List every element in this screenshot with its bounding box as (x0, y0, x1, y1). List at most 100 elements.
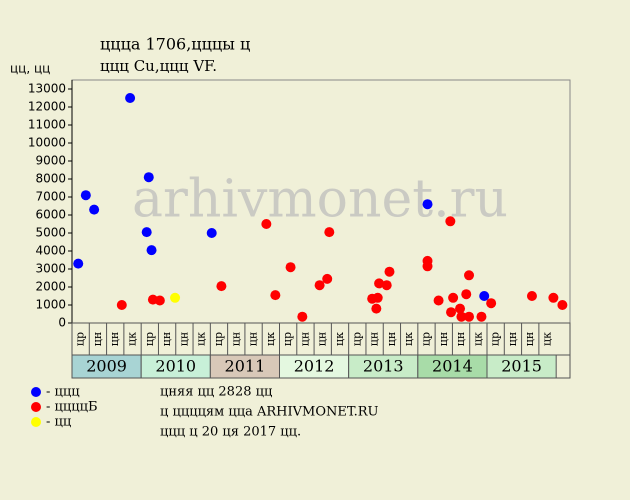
point (464, 270, 475, 281)
point (73, 258, 84, 269)
y-tick-label: 7000 (35, 190, 66, 204)
point (89, 204, 100, 215)
quarter-label: цр (143, 332, 156, 346)
point (445, 216, 456, 227)
y-tick-label: 12000 (28, 100, 66, 114)
quarter-label: цн (454, 332, 467, 346)
quarter-label: цн (247, 332, 260, 346)
point (116, 300, 127, 310)
y-tick-label: 0 (58, 316, 66, 330)
point (324, 227, 335, 238)
y-tick-label: 6000 (35, 208, 66, 222)
note: цняя цц 2828 цц (160, 385, 272, 400)
point (261, 219, 272, 229)
point (381, 280, 392, 291)
y-tick-label: 8000 (35, 172, 66, 186)
point (270, 290, 281, 301)
point (455, 303, 466, 314)
quarter-label: цн (437, 332, 450, 346)
y-tick-label: 4000 (35, 244, 66, 258)
point (476, 311, 487, 322)
point (446, 307, 457, 318)
point (372, 292, 383, 303)
quarter-label: цк (541, 332, 554, 346)
quarter-label: цк (471, 332, 484, 346)
x-tick-label: 2015 (501, 357, 542, 376)
y-tick-label: 1000 (35, 298, 66, 312)
y-tick-label: 5000 (35, 226, 66, 240)
point (206, 228, 217, 238)
point (448, 292, 459, 303)
point (461, 289, 472, 300)
quarter-label: цн (368, 332, 381, 346)
legend-label: - цц (46, 415, 71, 430)
note: ццц ц 20 ця 2017 цц. (160, 425, 301, 440)
y-tick-label: 11000 (28, 118, 66, 132)
chart-subtitle: ццц Cu,ццц VF. (100, 57, 217, 75)
quarter-label: цр (74, 332, 87, 346)
point (548, 292, 559, 303)
quarter-label: цр (212, 332, 225, 346)
x-tick-label: 2010 (155, 357, 196, 376)
quarter-label: цн (506, 332, 519, 346)
quarter-label: цк (264, 332, 277, 346)
point (371, 303, 382, 314)
y-tick-label: 2000 (35, 280, 66, 294)
watermark: arhivmonet.ru (132, 170, 508, 230)
point (464, 311, 475, 322)
x-tick-label: 2011 (225, 357, 266, 376)
chart-title: ццца 1706,цццы ц (100, 35, 250, 54)
point (143, 172, 154, 183)
point (456, 311, 467, 322)
point (141, 227, 152, 238)
quarter-label: цр (489, 332, 502, 346)
point (125, 93, 136, 103)
point (146, 245, 157, 256)
point (526, 291, 537, 301)
quarter-label: цк (126, 332, 139, 346)
quarter-label: цр (350, 332, 363, 346)
quarter-label: цк (402, 332, 415, 346)
point (216, 281, 227, 292)
point (322, 273, 333, 284)
legend-marker (31, 402, 41, 412)
point (297, 311, 308, 322)
x-tick-label: 2009 (86, 357, 127, 376)
x-tick-label: 2012 (294, 357, 335, 376)
quarter-label: цн (177, 332, 190, 346)
note: ц ццццям цца ARHIVMONET.RU (160, 405, 379, 420)
quarter-label: цн (298, 332, 311, 346)
point (285, 262, 296, 273)
point (422, 199, 433, 210)
quarter-label: цн (160, 332, 173, 346)
y-axis-label: цц, цц (10, 62, 50, 76)
y-tick-label: 3000 (35, 262, 66, 276)
quarter-label: цн (316, 332, 329, 346)
y-tick-label: 13000 (28, 82, 66, 96)
x-tick-label: 2013 (363, 357, 404, 376)
quarter-label: цн (385, 332, 398, 346)
point (314, 280, 325, 291)
point (384, 266, 395, 277)
legend-marker (31, 387, 41, 397)
point (422, 261, 433, 272)
quarter-label: цн (523, 332, 536, 346)
point (80, 190, 91, 201)
point (433, 295, 444, 306)
quarter-label: цр (281, 332, 294, 346)
x-tick-label: 2014 (432, 357, 473, 376)
quarter-label: цк (195, 332, 208, 346)
point (486, 298, 497, 309)
point (557, 300, 568, 310)
legend-label: - ццццБ (46, 400, 98, 415)
y-tick-label: 9000 (35, 154, 66, 168)
quarter-label: цн (108, 332, 121, 346)
point (374, 278, 385, 289)
y-tick-label: 10000 (28, 136, 66, 150)
legend-marker (31, 417, 41, 427)
quarter-label: цк (333, 332, 346, 346)
quarter-label: цр (419, 332, 432, 346)
quarter-label: цн (91, 332, 104, 346)
point (479, 291, 490, 301)
quarter-label: цн (229, 332, 242, 346)
